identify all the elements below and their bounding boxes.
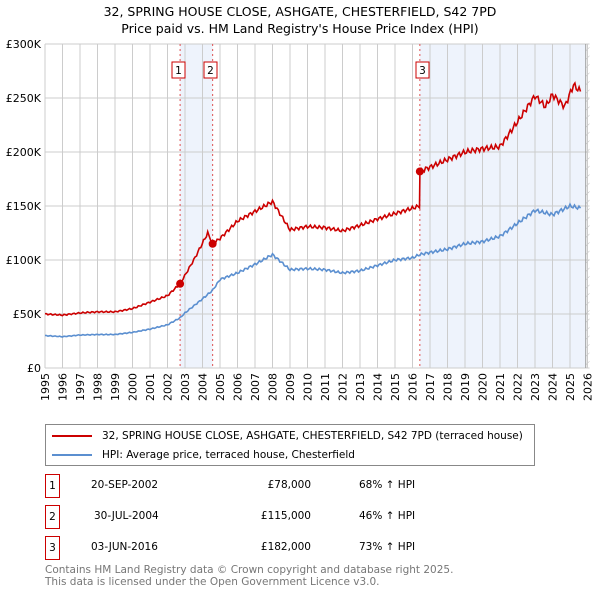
legend-label-property: 32, SPRING HOUSE CLOSE, ASHGATE, CHESTER… — [102, 430, 523, 442]
legend-item-property: 32, SPRING HOUSE CLOSE, ASHGATE, CHESTER… — [52, 428, 523, 444]
y-tick-label: £50K — [13, 308, 42, 321]
x-tick-label: 2015 — [389, 373, 402, 401]
transaction-hpi: 68% ↑ HPI — [359, 479, 416, 491]
legend-swatch-red — [52, 435, 92, 437]
price-chart: 1995 1996 1997 1998 1999 2000 2001 2002 2003 2004… — [6, 38, 595, 401]
transaction-row: 3 03-JUN-2016 £182,000 73% ↑ HPI — [45, 536, 445, 560]
y-tick-label: £250K — [6, 92, 42, 105]
y-tick-label: £200K — [6, 146, 42, 159]
x-tick-label: 2002 — [162, 373, 175, 401]
y-tick-label: £0 — [27, 362, 41, 375]
x-tick-label: 2023 — [529, 373, 542, 401]
x-tick-label: 2025 — [564, 373, 577, 401]
x-tick-label: 1998 — [92, 373, 105, 401]
sale-label: 1 — [175, 65, 182, 77]
x-tick-label: 2013 — [354, 373, 367, 401]
y-tick-label: £150K — [6, 200, 42, 213]
x-tick-label: 2018 — [442, 373, 455, 401]
x-tick-label: 1995 — [39, 373, 52, 401]
x-tick-label: 2019 — [459, 373, 472, 401]
x-tick-label: 2021 — [494, 373, 507, 401]
legend-label-hpi: HPI: Average price, terraced house, Ches… — [102, 449, 355, 461]
chart-subtitle: Price paid vs. HM Land Registry's House … — [121, 21, 479, 36]
x-tick-label: 2000 — [127, 373, 140, 401]
sale-label: 2 — [207, 65, 214, 77]
legend-item-hpi: HPI: Average price, terraced house, Ches… — [52, 447, 355, 463]
footer-line-2: This data is licensed under the Open Gov… — [45, 576, 380, 588]
hpi-line — [44, 202, 582, 338]
y-tick-label: £100K — [6, 254, 42, 267]
sale-label-box — [171, 61, 186, 79]
transaction-marker: 3 — [45, 536, 60, 560]
x-tick-label: 2007 — [249, 373, 262, 401]
transaction-date: 30-JUL-2004 — [94, 510, 159, 522]
x-tick-label: 1999 — [109, 373, 122, 401]
x-tick-label: 2016 — [407, 373, 420, 401]
x-tick-label: 2024 — [547, 373, 560, 401]
x-tick-label: 2017 — [424, 373, 437, 401]
transaction-marker: 2 — [45, 505, 60, 529]
x-tick-label: 2009 — [284, 373, 297, 401]
x-tick-label: 1996 — [57, 373, 70, 401]
transaction-date: 03-JUN-2016 — [91, 541, 158, 553]
sale-point — [176, 279, 185, 288]
x-tick-label: 2004 — [197, 373, 210, 401]
x-tick-label: 2006 — [232, 373, 245, 401]
legend-swatch-blue — [52, 454, 92, 456]
x-tick-label: 2012 — [337, 373, 350, 401]
x-tick-label: 2020 — [477, 373, 490, 401]
transaction-price: £115,000 — [260, 510, 311, 522]
transaction-price: £182,000 — [260, 541, 311, 553]
transaction-marker: 1 — [45, 474, 60, 498]
x-tick-label: 2010 — [302, 373, 315, 401]
transaction-price: £78,000 — [267, 479, 311, 491]
y-tick-label: £300K — [6, 38, 42, 51]
x-tick-label: 2005 — [214, 373, 227, 401]
sale-point — [415, 167, 424, 176]
x-tick-label: 2022 — [512, 373, 525, 401]
x-tick-label: 2011 — [319, 373, 332, 401]
transaction-hpi: 73% ↑ HPI — [359, 541, 416, 553]
chart-legend: 32, SPRING HOUSE CLOSE, ASHGATE, CHESTER… — [45, 424, 535, 466]
transaction-row: 2 30-JUL-2004 £115,000 46% ↑ HPI — [45, 505, 445, 529]
sale-label-box — [203, 61, 218, 79]
footer-line-1: Contains HM Land Registry data © Crown c… — [45, 564, 454, 576]
x-tick-label: 2001 — [144, 373, 157, 401]
sale-label: 3 — [419, 65, 426, 77]
footer-attribution: Contains HM Land Registry data © Crown c… — [45, 564, 453, 588]
transaction-date: 20-SEP-2002 — [91, 479, 159, 491]
x-tick-label: 2008 — [267, 373, 280, 401]
sale-label-box — [415, 61, 430, 79]
x-tick-label: 1997 — [74, 373, 87, 401]
transaction-hpi: 46% ↑ HPI — [359, 510, 416, 522]
x-tick-label: 2003 — [179, 373, 192, 401]
chart-title: 32, SPRING HOUSE CLOSE, ASHGATE, CHESTER… — [103, 4, 497, 19]
x-tick-label: 2014 — [372, 373, 385, 401]
transaction-row: 1 20-SEP-2002 £78,000 68% ↑ HPI — [45, 474, 445, 498]
property-price-line — [45, 81, 582, 317]
x-tick-label: 2026 — [582, 373, 595, 401]
sale-point — [208, 239, 217, 248]
